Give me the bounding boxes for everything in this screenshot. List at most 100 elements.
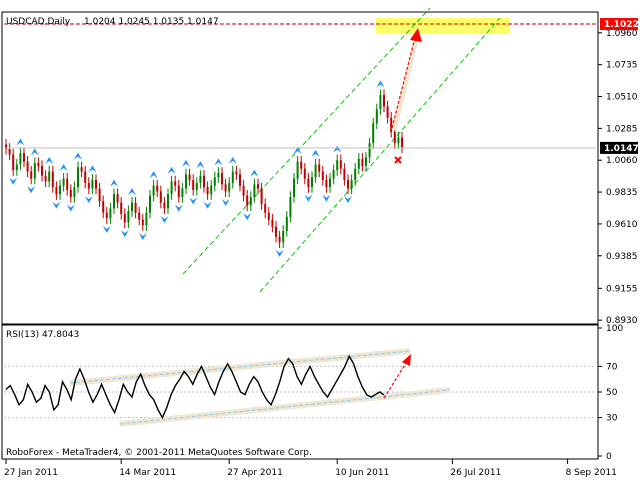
candle-body [77, 167, 79, 188]
rsi-tick-label: 70 [606, 362, 618, 372]
rsi-y-axis: 100 70 50 30 0 [598, 324, 623, 462]
fractal-up-arrow [16, 138, 25, 146]
candle-body [116, 194, 119, 203]
candle-body [289, 197, 292, 217]
candle-body [253, 184, 256, 198]
candle-body [192, 180, 195, 190]
candle-body [329, 178, 331, 188]
candle-body [156, 185, 159, 192]
candle-body [321, 171, 324, 181]
candle-body [318, 164, 321, 172]
x-tick-label: 14 Mar 2011 [119, 468, 176, 478]
forecast-arrow-line [391, 33, 417, 129]
fractal-down-arrow [52, 201, 61, 209]
target-tag-bg [600, 18, 638, 31]
price-tick-label: 0.9155 [606, 284, 638, 294]
fractal-down-arrow [27, 186, 36, 194]
fractal-down-arrow [275, 249, 284, 257]
price-tick-label: 0.9835 [606, 188, 638, 198]
rsi-indicator [4, 348, 596, 427]
candle-body [149, 195, 151, 213]
channel-lower-line [259, 17, 501, 293]
fractal-up-arrow [182, 159, 190, 167]
candle-body [87, 182, 90, 189]
rsi-channel-upper-line [69, 350, 411, 384]
candle-body [167, 194, 169, 209]
candle-body [278, 236, 281, 243]
candle-body [260, 188, 263, 205]
fractal-down-arrow [160, 215, 169, 223]
candle-body [242, 185, 245, 196]
target-zone-box [376, 18, 510, 35]
fractal-up-arrow [110, 179, 118, 187]
price-tick-label: 1.0510 [606, 93, 638, 103]
target-tag: 1.1022 [604, 20, 639, 30]
rsi-line [5, 354, 385, 420]
candle-body [15, 164, 18, 171]
candle-body [210, 185, 213, 195]
candle-body [300, 161, 303, 169]
candle-body [138, 212, 141, 220]
fractals [9, 80, 385, 257]
candle-body [221, 172, 223, 185]
candle-body [141, 219, 144, 226]
forecast-arrow [391, 28, 422, 164]
candle-body [174, 181, 177, 186]
candle-body [181, 188, 184, 198]
candle-body [368, 143, 371, 158]
fractal-down-arrow [203, 201, 212, 209]
x-tick-label: 8 Sep 2011 [566, 468, 617, 478]
candle-body [347, 180, 349, 189]
candle-body [213, 177, 216, 186]
forecast-arrow-head [410, 28, 422, 42]
candle-body [246, 195, 249, 206]
channel-upper-line [182, 7, 431, 275]
candle-body [98, 188, 101, 202]
candle-body [159, 191, 162, 203]
candle-body [5, 144, 7, 149]
candle-body [30, 171, 33, 179]
fractal-up-arrow [250, 169, 259, 177]
candle-body [37, 163, 40, 166]
candle-body [44, 175, 47, 182]
candle-body [66, 178, 69, 190]
fractal-down-arrow [120, 230, 129, 238]
candle-body [152, 185, 155, 196]
candle-body [401, 137, 403, 148]
candle-body [336, 160, 339, 171]
candle-body [282, 230, 285, 243]
candle-body [163, 202, 166, 209]
fractal-up-arrow [333, 145, 342, 153]
footer-copyright: RoboForex - MetaTrader4, © 2001-2011 Met… [6, 448, 312, 458]
candle-body [185, 174, 187, 189]
candle-body [195, 182, 198, 190]
fractal-down-arrow [174, 204, 183, 212]
candle-body [203, 175, 205, 188]
candle-body [264, 204, 267, 213]
candle-body [217, 172, 220, 178]
candle-body [361, 158, 364, 166]
candle-body [249, 197, 252, 206]
candle-body [8, 148, 11, 155]
candle-body [109, 208, 112, 219]
candle-body [23, 153, 25, 162]
fractal-up-arrow [30, 148, 39, 156]
rsi-tick-label: 50 [606, 388, 618, 398]
rsi-forecast-arrow-head [402, 354, 411, 366]
candle-body [257, 184, 259, 189]
x-tick-label: 27 Jan 2011 [4, 468, 58, 478]
candle-body [80, 167, 83, 172]
fractal-down-arrow [84, 196, 93, 204]
candle-body [239, 174, 241, 186]
candle-body [275, 226, 277, 237]
fractal-down-arrow [189, 197, 198, 205]
candle-body [296, 161, 299, 179]
rsi-tick-label: 100 [606, 324, 623, 334]
fractal-up-arrow [167, 166, 176, 174]
fractal-down-arrow [344, 196, 352, 204]
candle-body [199, 175, 202, 183]
fractal-down-arrow [102, 225, 111, 233]
candle-body [397, 137, 400, 144]
stop-cross-icon [394, 156, 402, 164]
